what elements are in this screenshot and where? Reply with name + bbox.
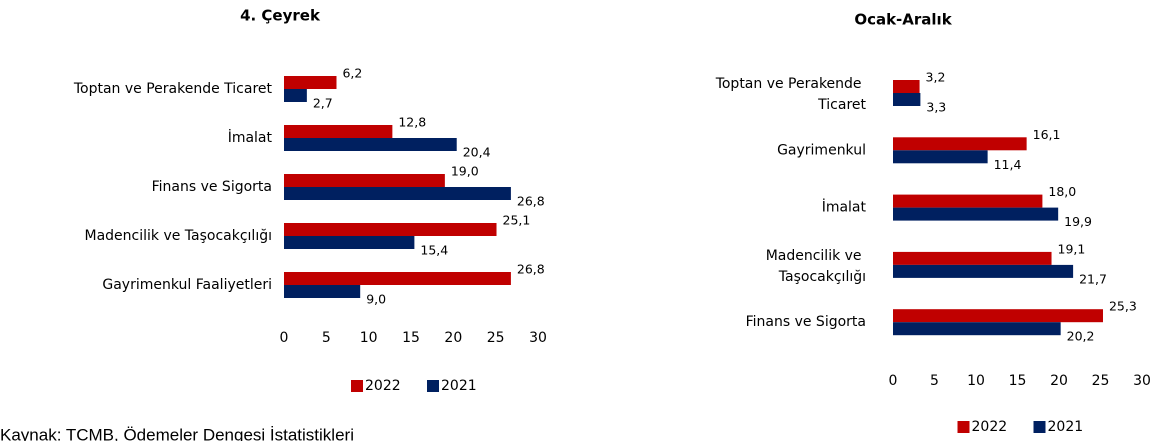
legend-label: 2022 [972,419,1008,435]
bar [284,272,511,285]
bar [284,125,393,138]
value-label: 25,1 [503,213,531,228]
category-label: Gayrimenkul [777,142,866,158]
category-label: Madencilik ve Taşocakçılığı [766,248,866,285]
value-label: 19,9 [1064,214,1092,229]
bar [284,236,415,249]
bar [893,150,988,164]
bar [284,138,457,151]
category-label: İmalat [228,128,273,146]
x-tick-label: 10 [967,373,985,389]
category-label-line: Madencilik ve [766,248,866,264]
legend-swatch [1033,421,1046,433]
bar [284,76,337,89]
bar [893,251,1052,265]
legend-label: 2022 [365,378,401,394]
x-tick-label: 15 [402,330,420,346]
bar [893,80,920,93]
value-label: 19,1 [1058,241,1086,256]
category-label-line: Toptan ve Perakende [715,76,866,92]
x-tick-label: 0 [280,330,289,346]
category-label: Toptan ve Perakende Ticaret [73,81,273,97]
source-note: Kaynak: TCMB, Ödemeler Dengesi İstatisti… [0,425,354,441]
x-tick-label: 25 [1092,373,1110,389]
x-tick-label: 0 [889,373,898,389]
x-tick-label: 15 [1009,373,1027,389]
bar [893,309,1103,323]
x-tick-label: 5 [930,373,939,389]
bar [893,137,1027,151]
x-tick-label: 30 [1133,373,1151,389]
category-label: Finans ve Sigorta [746,314,866,330]
x-tick-label: 30 [529,330,547,346]
category-label-line: Taşocakçılığı [778,269,866,285]
legend-swatch [957,421,970,433]
x-tick-label: 10 [360,330,378,346]
value-label: 20,2 [1067,329,1095,344]
x-tick-label: 20 [1050,373,1068,389]
value-label: 18,0 [1048,184,1076,199]
value-label: 11,4 [994,157,1022,172]
value-label: 21,7 [1079,271,1107,286]
x-tick-label: 5 [322,330,331,346]
category-label: Madencilik ve Taşocakçılığı [84,228,272,244]
x-tick-label: 20 [444,330,462,346]
legend-label: 2021 [441,378,477,394]
category-label-line: Ticaret [817,97,866,113]
bar [893,194,1043,208]
value-label: 9,0 [366,292,386,307]
value-label: 26,8 [517,262,545,277]
legend-swatch [427,380,439,392]
chart-title: 4. Çeyrek [240,7,321,25]
category-label: Gayrimenkul Faaliyetleri [102,277,272,293]
value-label: 26,8 [517,194,545,209]
value-label: 15,4 [420,243,448,258]
bar [284,187,511,200]
legend-label: 2021 [1048,419,1084,435]
bar [893,93,921,106]
bar [284,174,445,187]
bar [284,285,361,298]
x-tick-label: 25 [487,330,505,346]
value-label: 19,0 [451,164,479,179]
bar [893,322,1061,336]
chart-title: Ocak-Aralık [854,11,952,29]
bar [893,207,1059,221]
category-label: Toptan ve Perakende Ticaret [715,76,867,113]
category-label: İmalat [822,198,867,216]
legend-swatch [351,380,363,392]
bar [284,223,497,236]
bar [284,89,307,102]
value-label: 25,3 [1109,299,1137,314]
value-label: 3,3 [926,100,946,115]
value-label: 6,2 [342,66,362,81]
value-label: 2,7 [313,96,333,111]
bar [893,264,1074,278]
value-label: 16,1 [1033,127,1061,142]
category-label: Finans ve Sigorta [152,179,272,195]
value-label: 20,4 [463,145,491,160]
value-label: 12,8 [398,115,426,130]
value-label: 3,2 [926,70,946,85]
